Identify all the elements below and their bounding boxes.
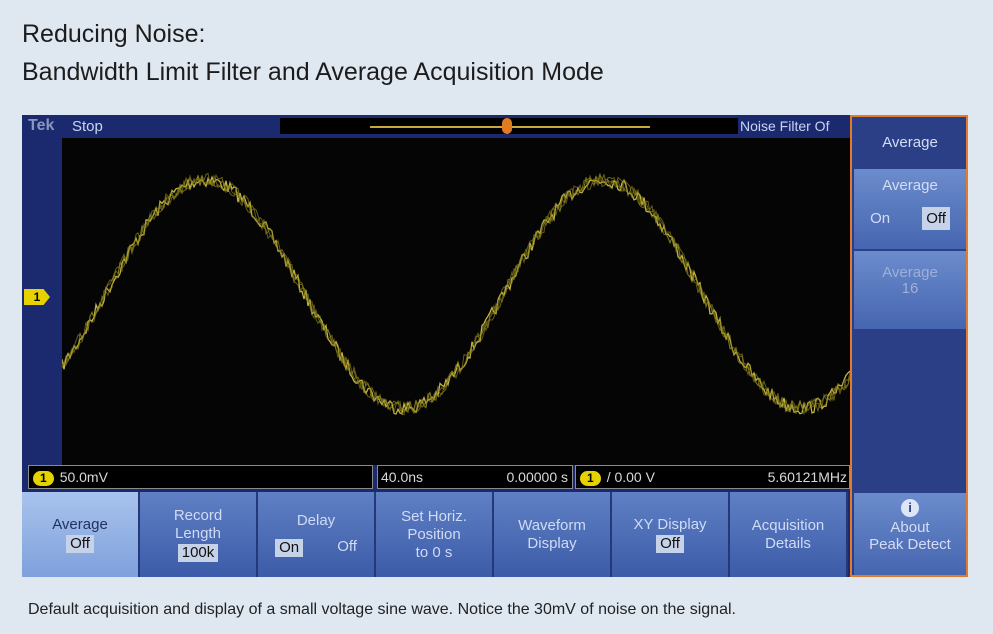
title-line: Reducing Noise:	[22, 20, 206, 48]
average-count[interactable]: Average 16	[854, 251, 966, 329]
average-count-value: 16	[901, 280, 919, 297]
button-value: Off	[66, 535, 94, 553]
option-off[interactable]: Off	[922, 207, 950, 230]
button-label: XY Display	[633, 516, 707, 533]
trigger-chip: 1	[580, 471, 601, 486]
trigger-position	[502, 118, 512, 134]
menu-button[interactable]: Delay On Off	[258, 492, 376, 577]
channel-chip: 1	[33, 471, 54, 486]
button-label: Position	[407, 525, 461, 543]
button-option[interactable]: Off	[337, 538, 357, 555]
horizontal-readout[interactable]: 40.0ns 0.00000 s	[377, 465, 573, 489]
button-label: Details	[765, 534, 811, 552]
timebase: 40.0ns	[381, 469, 424, 485]
button-label: Length	[175, 525, 221, 542]
button-label: to 0 s	[415, 543, 453, 561]
title-line: Bandwidth Limit Filter and Average Acqui…	[22, 58, 604, 86]
menu-button[interactable]: Average Off	[22, 492, 140, 577]
about-button[interactable]: i About Peak Detect	[854, 493, 966, 575]
vertical-scale: 50.0mV	[59, 469, 108, 485]
info-icon: i	[901, 499, 919, 517]
frequency: 5.60121MHz	[767, 469, 847, 485]
button-value-row: Off	[22, 534, 138, 553]
menu-button[interactable]: Acquisition Details	[730, 492, 848, 577]
about-line: Peak Detect	[869, 536, 951, 553]
option-on[interactable]: On	[870, 209, 891, 227]
waveform-display	[61, 172, 851, 416]
button-value: 100k	[177, 544, 219, 562]
waveform-trace	[61, 172, 851, 416]
trigger-status: Noise Filter Of	[740, 118, 830, 134]
channel-readout[interactable]: 1 50.0mV	[28, 465, 373, 489]
average-label: Average	[882, 177, 938, 194]
average-count-label: Average	[882, 264, 938, 281]
button-label: Waveform	[518, 516, 586, 534]
caption: Default acquisition and display of a sma…	[28, 601, 736, 618]
button-value-row: Off	[612, 534, 728, 553]
trigger-level: / 0.00 V	[606, 469, 655, 485]
menu-button[interactable]: XY Display Off	[612, 492, 730, 577]
button-label: Display	[527, 534, 577, 552]
horizontal-position: 0.00000 s	[506, 469, 569, 485]
button-label: Record	[173, 507, 223, 524]
brand: Tek	[28, 117, 55, 134]
waveform-trace	[61, 174, 851, 416]
button-label: Acquisition	[751, 516, 825, 534]
side-menu-title: Average	[854, 119, 966, 167]
oscilloscope-screen: Tek Stop Noise Filter Of 1 1 50.0mV 40.0n…	[22, 115, 968, 577]
channel-marker: 1	[24, 289, 50, 305]
menu-button[interactable]: Record Length 100k	[140, 492, 258, 577]
button-label: Delay	[296, 512, 336, 529]
average-toggle[interactable]: Average On Off	[854, 169, 966, 249]
run-state[interactable]: Stop	[72, 118, 103, 135]
menu-button[interactable]: Waveform Display	[494, 492, 612, 577]
side-menu: Average Average On Off Average 16 i Abou…	[850, 115, 968, 577]
button-option[interactable]: On	[275, 539, 304, 557]
record-bar	[280, 118, 738, 134]
button-label: Set Horiz.	[401, 507, 467, 525]
button-value: Off	[656, 535, 684, 553]
about-line: About	[890, 519, 930, 536]
button-options: On Off	[258, 538, 374, 557]
menu-button[interactable]: Set Horiz. Position to 0 s	[376, 492, 494, 577]
trigger-readout[interactable]: 1 / 0.00 V 5.60121MHz	[575, 465, 850, 489]
button-label: Average	[52, 516, 108, 533]
button-value-row: 100k	[140, 543, 256, 562]
graticule	[61, 138, 851, 465]
